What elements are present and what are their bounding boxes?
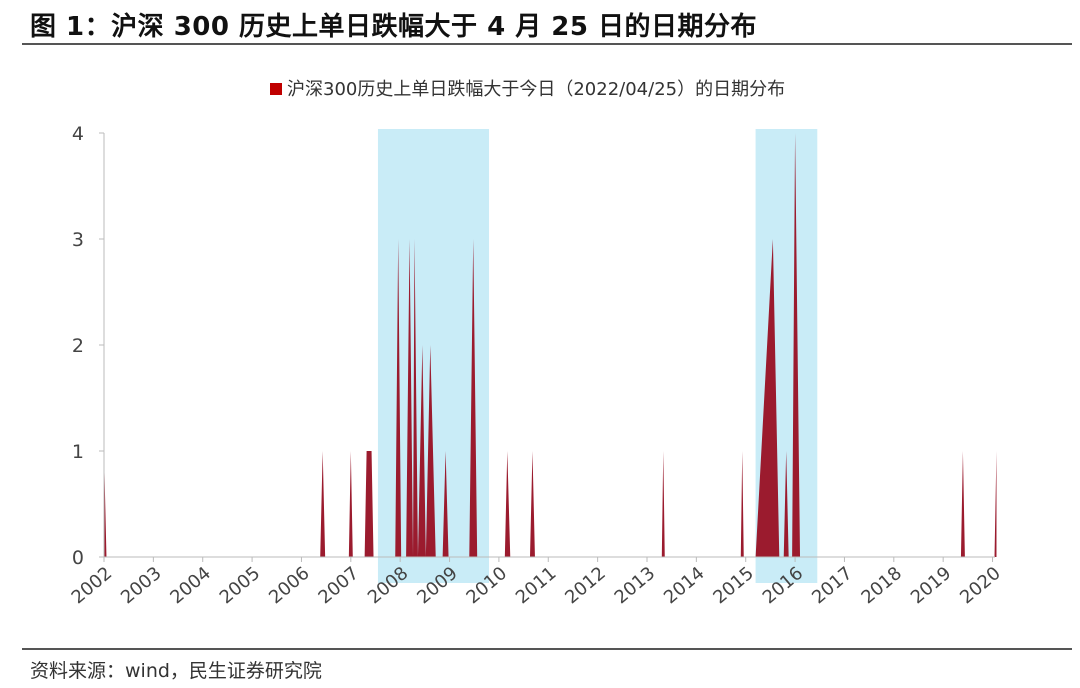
legend-swatch bbox=[270, 83, 282, 95]
source-note: 资料来源：wind，民生证券研究院 bbox=[30, 660, 322, 682]
legend: 沪深300历史上单日跌幅大于今日（2022/04/25）的日期分布 bbox=[270, 79, 785, 100]
x-tick-label-18: 2020 bbox=[956, 563, 1005, 609]
y-tick-label-0: 0 bbox=[72, 547, 84, 569]
x-tick-label-3: 2005 bbox=[216, 563, 265, 609]
x-tick-label-2: 2004 bbox=[166, 563, 215, 609]
x-tick-label-1: 2003 bbox=[117, 563, 166, 609]
series-area bbox=[104, 133, 997, 557]
x-tick-label-13: 2015 bbox=[709, 563, 758, 609]
y-tick-label-3: 3 bbox=[72, 229, 84, 251]
x-tick-label-11: 2013 bbox=[611, 563, 660, 609]
figure-title: 图 1：沪深 300 历史上单日跌幅大于 4 月 25 日的日期分布 bbox=[30, 12, 757, 42]
x-tick-label-4: 2006 bbox=[265, 563, 314, 609]
x-tick-label-10: 2012 bbox=[561, 563, 610, 609]
y-tick-label-4: 4 bbox=[72, 123, 84, 145]
y-tick-label-2: 2 bbox=[72, 335, 84, 357]
x-tick-label-17: 2019 bbox=[907, 563, 956, 609]
x-tick-label-0: 2002 bbox=[68, 563, 117, 609]
series-area-0 bbox=[104, 133, 997, 557]
x-tick-label-16: 2018 bbox=[857, 563, 906, 609]
y-tick-label-1: 1 bbox=[72, 441, 84, 463]
footer-divider bbox=[22, 648, 1072, 650]
x-tick-label-5: 2007 bbox=[314, 563, 363, 609]
title-divider bbox=[22, 43, 1072, 45]
x-tick-label-9: 2011 bbox=[512, 563, 561, 609]
legend-label: 沪深300历史上单日跌幅大于今日（2022/04/25）的日期分布 bbox=[287, 79, 785, 100]
x-tick-label-12: 2014 bbox=[660, 563, 709, 609]
